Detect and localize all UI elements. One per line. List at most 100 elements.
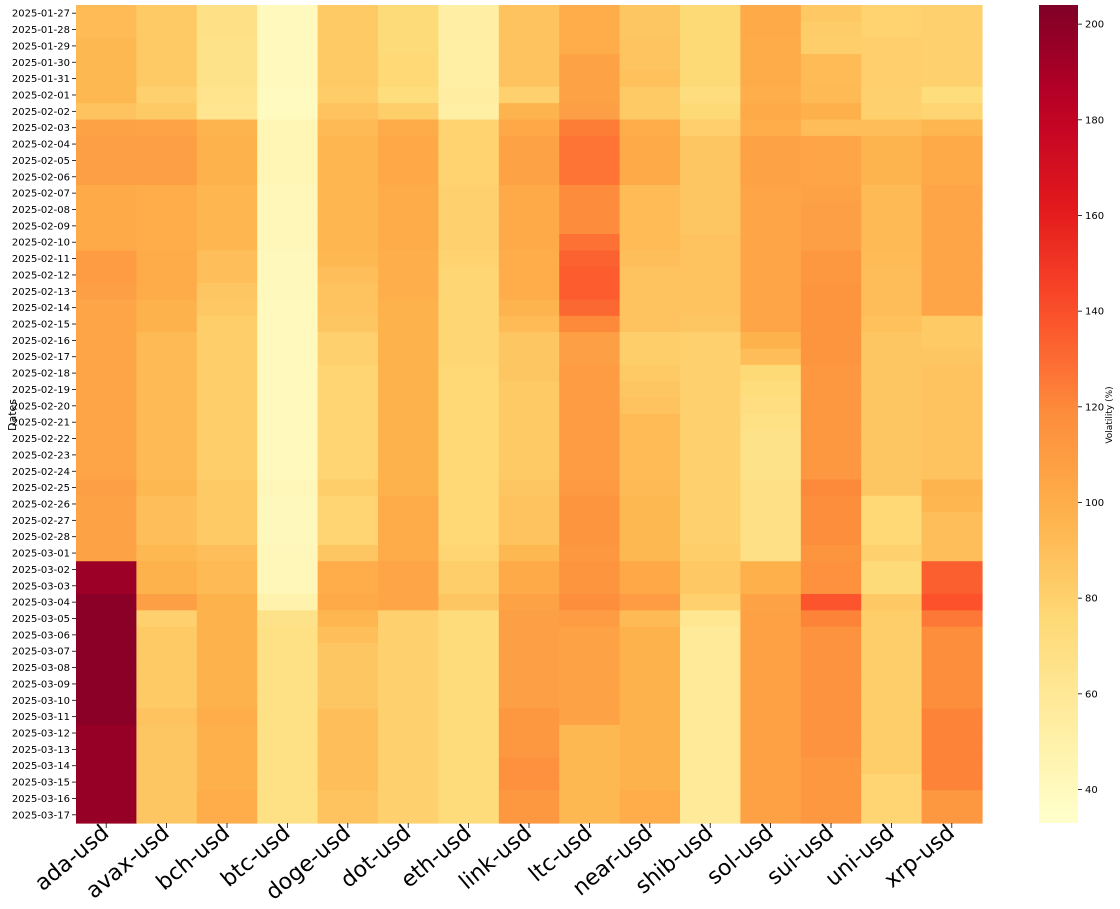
heatmap-cell	[438, 463, 500, 481]
heatmap-cell	[196, 381, 258, 399]
date-label: 2025-02-12	[12, 270, 70, 281]
date-label: 2025-03-10	[12, 696, 70, 707]
heatmap-cell	[680, 397, 741, 415]
heatmap-cell	[498, 610, 560, 628]
heatmap-cell	[498, 495, 560, 513]
heatmap-cell	[559, 37, 621, 55]
heatmap-cell	[196, 577, 258, 595]
heatmap-cell	[559, 152, 621, 170]
heatmap-cell	[740, 364, 802, 382]
heatmap-cell	[136, 544, 198, 562]
heatmap-cell	[921, 135, 983, 153]
heatmap-cell	[438, 283, 500, 301]
heatmap-cell	[740, 724, 802, 742]
heatmap-cell	[619, 512, 681, 530]
heatmap-cell	[76, 70, 137, 88]
heatmap-cell	[438, 315, 500, 333]
heatmap-cell	[861, 806, 923, 824]
heatmap-cell	[136, 37, 198, 55]
heatmap-cell	[317, 332, 379, 350]
heatmap-cell	[76, 381, 137, 399]
heatmap-cell	[740, 708, 802, 726]
heatmap-cell	[317, 773, 379, 791]
heatmap-cell	[317, 381, 379, 399]
heatmap-cell	[921, 790, 983, 808]
heatmap-cell	[136, 168, 198, 186]
heatmap-cell	[498, 806, 560, 824]
heatmap-cell	[559, 724, 621, 742]
heatmap-cell	[921, 528, 983, 546]
heatmap-cell	[136, 806, 198, 824]
heatmap-cell	[136, 266, 198, 284]
heatmap-cell	[619, 234, 681, 251]
heatmap-cell	[378, 217, 439, 235]
heatmap-cell	[196, 119, 258, 137]
date-label: 2025-01-31	[12, 74, 70, 85]
date-label: 2025-02-17	[12, 352, 70, 363]
heatmap-cell	[76, 135, 137, 153]
heatmap-cell	[680, 184, 741, 202]
heatmap-cell	[800, 463, 862, 481]
heatmap-cell	[921, 626, 983, 644]
heatmap-cell	[136, 430, 198, 448]
heatmap-cell	[619, 21, 681, 39]
heatmap-cell	[498, 86, 560, 104]
heatmap-cell	[76, 364, 137, 382]
heatmap-cell	[317, 86, 379, 104]
heatmap-cell	[76, 21, 137, 39]
heatmap-cell	[136, 790, 198, 808]
heatmap-cell	[76, 643, 137, 660]
heatmap-cell	[317, 659, 379, 677]
heatmap-cell	[317, 528, 379, 546]
heatmap-cell	[619, 430, 681, 448]
heatmap-cell	[257, 757, 319, 775]
heatmap-cell	[196, 773, 258, 791]
heatmap-cell	[800, 708, 862, 726]
heatmap-cell	[861, 234, 923, 251]
heatmap-cell	[438, 446, 500, 464]
heatmap-cell	[800, 593, 862, 611]
heatmap-cell	[257, 135, 319, 153]
heatmap-cell	[619, 692, 681, 710]
heatmap-cell	[619, 184, 681, 202]
heatmap-cell	[740, 495, 802, 513]
heatmap-cell	[317, 692, 379, 710]
heatmap-cell	[740, 675, 802, 693]
heatmap-cell	[438, 234, 500, 251]
heatmap-cell	[196, 495, 258, 513]
date-label: 2025-02-21	[12, 418, 70, 429]
heatmap-cell	[257, 495, 319, 513]
heatmap-cell	[317, 5, 379, 22]
heatmap-cell	[680, 135, 741, 153]
heatmap-cell	[680, 5, 741, 22]
date-label: 2025-02-10	[12, 238, 70, 249]
heatmap-cell	[861, 168, 923, 186]
heatmap-cell	[921, 266, 983, 284]
heatmap-cell	[438, 806, 500, 824]
heatmap-cell	[257, 70, 319, 88]
date-label: 2025-03-04	[12, 598, 70, 609]
heatmap-cell	[680, 659, 741, 677]
heatmap-cell	[861, 626, 923, 644]
heatmap-cell	[378, 234, 439, 251]
heatmap-cell	[619, 119, 681, 137]
heatmap-cell	[76, 86, 137, 104]
heatmap-cell	[498, 675, 560, 693]
heatmap-cell	[800, 5, 862, 22]
heatmap-cell	[740, 757, 802, 775]
date-tick-labels: 2025-01-27 2025-01-28 2025-01-29 2025-01-30…	[12, 9, 76, 821]
date-label: 2025-02-18	[12, 369, 70, 380]
heatmap-cell	[317, 495, 379, 513]
heatmap-cell	[861, 757, 923, 775]
heatmap-cell	[559, 512, 621, 530]
heatmap-cell	[680, 626, 741, 644]
heatmap-cell	[861, 692, 923, 710]
heatmap-cell	[257, 593, 319, 611]
heatmap-cell	[257, 299, 319, 317]
heatmap-cell	[498, 332, 560, 350]
heatmap-cell	[378, 430, 439, 448]
heatmap-cell	[438, 5, 500, 22]
heatmap-cell	[498, 5, 560, 22]
heatmap-cell	[438, 659, 500, 677]
heatmap-cell	[196, 528, 258, 546]
